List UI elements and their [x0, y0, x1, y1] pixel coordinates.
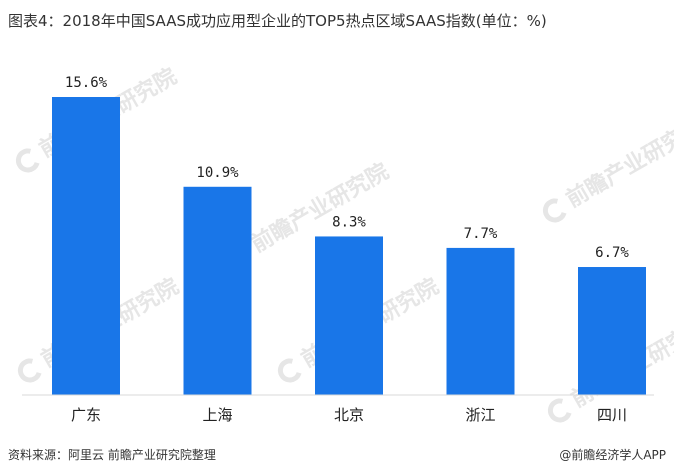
- source-note: 资料来源：阿里云 前瞻产业研究院整理: [8, 448, 216, 462]
- bar-1: [52, 97, 120, 395]
- chart-title: 图表4：2018年中国SAAS成功应用型企业的TOP5热点区域SAAS指数(单位…: [8, 12, 547, 30]
- bar-4: [446, 247, 515, 395]
- bar-chart: 15.6% 广东 10.9% 上海 8.3% 北京 7.7% 浙江 6.7% 四川: [22, 75, 654, 424]
- bar-3: [315, 236, 383, 395]
- data-label: 15.6%: [65, 75, 108, 91]
- data-label: 10.9%: [196, 165, 239, 181]
- x-tick-label: 四川: [597, 406, 627, 424]
- data-label: 7.7%: [464, 226, 498, 242]
- bar-2: [183, 186, 252, 395]
- data-label: 8.3%: [332, 214, 366, 230]
- brand-note: @前瞻经济学人APP: [559, 448, 666, 462]
- bars-group: [52, 97, 646, 395]
- x-tick-label: 上海: [202, 406, 232, 424]
- labels-group: 15.6% 广东 10.9% 上海 8.3% 北京 7.7% 浙江 6.7% 四川: [65, 75, 630, 424]
- x-tick-label: 浙江: [465, 406, 495, 424]
- x-tick-label: 北京: [334, 406, 364, 424]
- bar-5: [578, 267, 646, 395]
- data-label: 6.7%: [595, 245, 629, 261]
- x-tick-label: 广东: [71, 406, 101, 424]
